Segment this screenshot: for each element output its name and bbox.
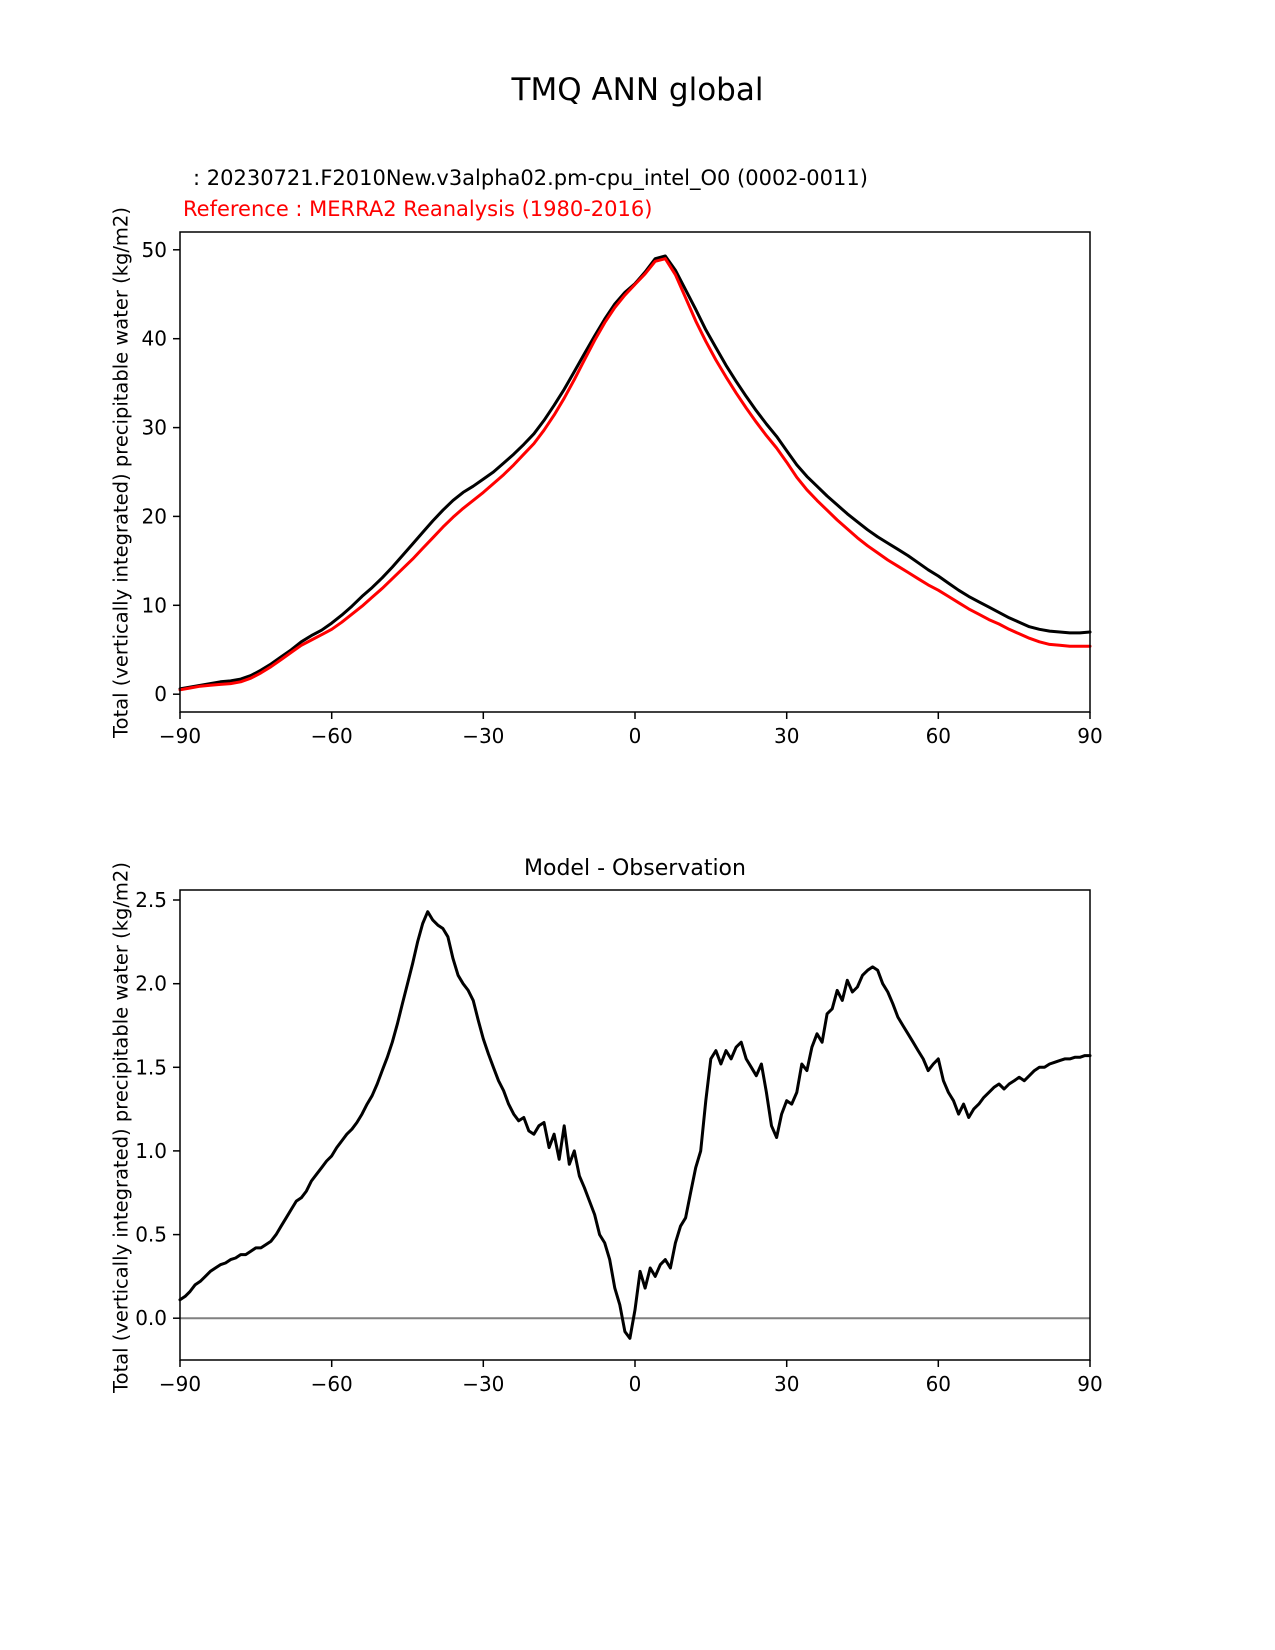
- y-tick-label: 10: [142, 593, 167, 617]
- bottom-chart-group: −90 −60 −30 0 30 60 90 0.0 0.5 1.0 1.5 2.0 2.5: [135, 888, 1103, 1396]
- y-tick-label: 2.0: [135, 972, 167, 996]
- x-tick-label: 0: [629, 724, 642, 748]
- x-tick-label: 60: [926, 724, 951, 748]
- x-tick-label: 30: [774, 724, 799, 748]
- x-tick-label: 60: [926, 1372, 951, 1396]
- y-tick-label: 0.0: [135, 1306, 167, 1330]
- x-tick-label: 90: [1077, 1372, 1102, 1396]
- x-tick-label: −30: [462, 1372, 504, 1396]
- y-tick-label: 0: [154, 682, 167, 706]
- axes-frame: [179, 889, 1091, 1361]
- top-chart-group: −90 −60 −30 0 30 60 90 0 10 20 30 40 50: [142, 231, 1103, 748]
- y-tick-label: 1.5: [135, 1055, 167, 1079]
- y-tick-label: 30: [142, 416, 167, 440]
- difference-line: [178, 910, 1092, 1340]
- axes-frame: [179, 231, 1091, 713]
- x-tick-label: −90: [159, 1372, 201, 1396]
- y-tick-label: 2.5: [135, 888, 167, 912]
- x-tick-label: −90: [159, 724, 201, 748]
- x-tick-label: −30: [462, 724, 504, 748]
- model-line: [178, 254, 1092, 691]
- x-tick-label: −60: [311, 724, 353, 748]
- x-tick-label: 30: [774, 1372, 799, 1396]
- model-run-label: : 20230721.F2010New.v3alpha02.pm-cpu_int…: [193, 166, 868, 190]
- reference-line: [178, 257, 1092, 692]
- reference-dataset-label: Reference : MERRA2 Reanalysis (1980-2016…: [183, 197, 653, 221]
- figure-title: TMQ ANN global: [511, 72, 764, 108]
- y-tick-label: 20: [142, 504, 167, 528]
- y-tick-label: 50: [142, 238, 167, 262]
- x-tick-label: 90: [1077, 724, 1102, 748]
- y-tick-label: 1.0: [135, 1139, 167, 1163]
- x-tick-label: −60: [311, 1372, 353, 1396]
- bottom-chart-title: Model - Observation: [524, 856, 746, 881]
- x-tick-label: 0: [629, 1372, 642, 1396]
- y-tick-label: 40: [142, 327, 167, 351]
- y-tick-label: 0.5: [135, 1223, 167, 1247]
